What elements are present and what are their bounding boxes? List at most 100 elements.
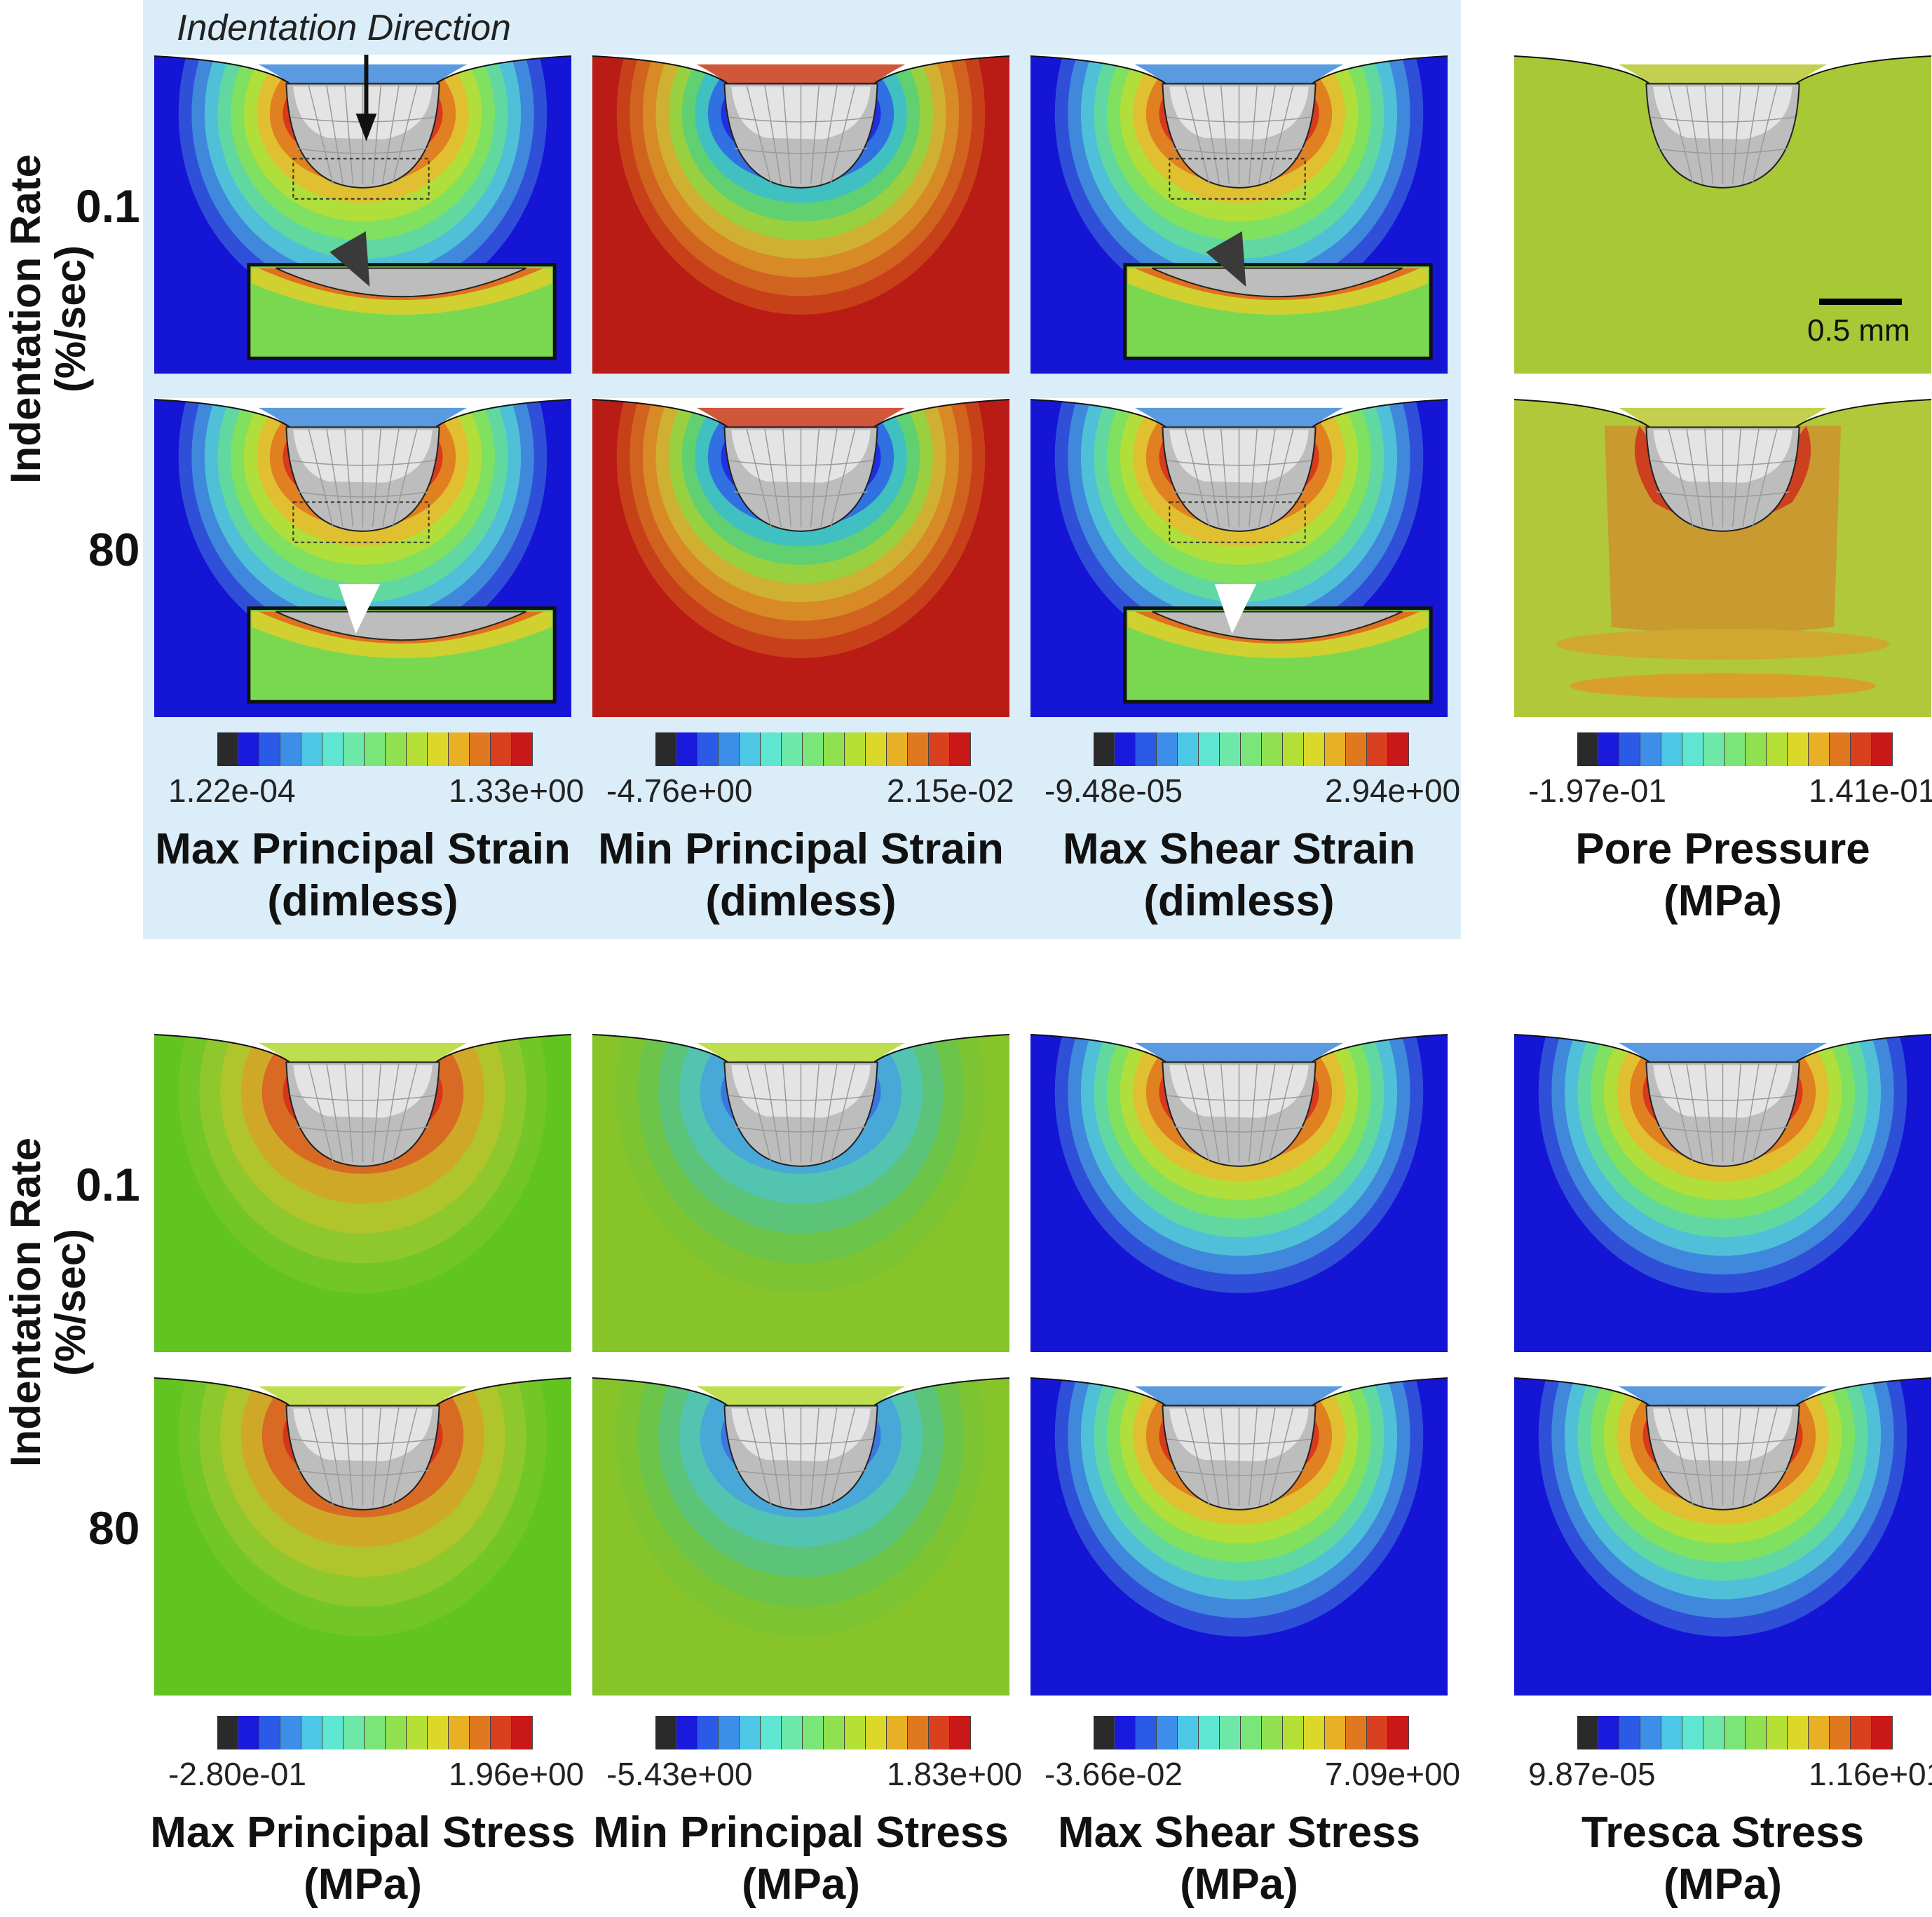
tresca-stress-panel-0.1: [1514, 1033, 1931, 1352]
max-shear-strain-panel-0.1: [1030, 55, 1448, 374]
min-principal-stress-colorbar-swatch-5: [761, 1716, 782, 1749]
pore-pressure-colorbar-swatch-8: [1746, 732, 1767, 766]
tresca-stress-colorbar-swatch-12: [1830, 1716, 1851, 1749]
pore-pressure-colorbar-swatch-5: [1682, 732, 1703, 766]
max-principal-stress-colorbar-swatch-3: [280, 1716, 301, 1749]
pore-pressure-colorbar: [1577, 732, 1893, 766]
axis-label-line1: Indentation Rate: [2, 154, 49, 484]
min-principal-strain-colorbar-swatch-9: [845, 732, 866, 766]
min-principal-strain-panel-80: [592, 398, 1009, 717]
max-principal-stress-colorbar-swatch-10: [428, 1716, 449, 1749]
max-principal-stress-colorbar-swatch-4: [301, 1716, 322, 1749]
max-principal-strain-title: Max Principal Strain: [155, 825, 571, 873]
max-shear-strain-colorbar-swatch-2: [1136, 732, 1157, 766]
min-principal-strain-legend-min: -4.76e+00: [606, 772, 753, 809]
max-principal-strain-colorbar-swatch-12: [470, 732, 491, 766]
max-shear-strain-colorbar-swatch-6: [1220, 732, 1241, 766]
min-principal-stress-colorbar-swatch-11: [887, 1716, 908, 1749]
max-shear-stress-colorbar: [1094, 1716, 1409, 1749]
max-shear-strain-colorbar-swatch-8: [1262, 732, 1283, 766]
tresca-stress-panel-80: [1514, 1377, 1931, 1696]
max-principal-stress-title: Max Principal Stress: [150, 1808, 576, 1857]
tresca-stress-colorbar-swatch-13: [1851, 1716, 1872, 1749]
tresca-stress-colorbar-swatch-10: [1788, 1716, 1809, 1749]
max-shear-stress-colorbar-swatch-10: [1304, 1716, 1325, 1749]
max-principal-stress-colorbar-swatch-0: [217, 1716, 238, 1749]
min-principal-strain-colorbar-swatch-3: [719, 732, 740, 766]
tresca-stress-colorbar-swatch-4: [1661, 1716, 1682, 1749]
max-principal-stress-colorbar-swatch-7: [365, 1716, 386, 1749]
tresca-stress-colorbar: [1577, 1716, 1893, 1749]
max-shear-strain-title: Max Shear Strain: [1062, 825, 1416, 873]
max-shear-stress-colorbar-swatch-1: [1115, 1716, 1136, 1749]
min-principal-strain-colorbar-swatch-8: [824, 732, 845, 766]
tresca-stress-colorbar-swatch-11: [1809, 1716, 1830, 1749]
max-principal-stress-units: (MPa): [304, 1860, 422, 1909]
max-principal-stress-colorbar-swatch-12: [470, 1716, 491, 1749]
tresca-stress-title: Tresca Stress: [1581, 1808, 1865, 1857]
tresca-stress-colorbar-swatch-8: [1746, 1716, 1767, 1749]
min-principal-strain-units: (dimless): [705, 877, 897, 925]
tresca-stress-colorbar-swatch-14: [1872, 1716, 1893, 1749]
min-principal-stress-colorbar-swatch-0: [655, 1716, 676, 1749]
max-shear-strain-colorbar-swatch-4: [1178, 732, 1199, 766]
max-principal-strain-colorbar-swatch-5: [322, 732, 343, 766]
min-principal-strain-colorbar-swatch-7: [803, 732, 824, 766]
tresca-stress-colorbar-swatch-1: [1598, 1716, 1619, 1749]
max-principal-strain-legend-min: 1.22e-04: [168, 772, 296, 809]
min-principal-stress-panel-0.1: [592, 1033, 1009, 1352]
max-principal-strain-colorbar-swatch-8: [386, 732, 407, 766]
max-principal-stress-colorbar-swatch-1: [238, 1716, 259, 1749]
min-principal-strain-colorbar-swatch-13: [929, 732, 950, 766]
pore-pressure-units: (MPa): [1664, 877, 1782, 925]
max-shear-stress-colorbar-swatch-2: [1136, 1716, 1157, 1749]
max-shear-strain-colorbar-swatch-0: [1094, 732, 1115, 766]
min-principal-stress-colorbar-swatch-8: [824, 1716, 845, 1749]
min-principal-stress-colorbar-swatch-12: [908, 1716, 929, 1749]
max-principal-strain-colorbar-swatch-2: [259, 732, 280, 766]
max-principal-strain-colorbar-swatch-3: [280, 732, 301, 766]
max-principal-stress-panel-0.1: [154, 1033, 571, 1352]
min-principal-stress-panel-80: [592, 1377, 1009, 1696]
max-shear-stress-panel-0.1: [1030, 1033, 1448, 1352]
min-principal-stress-colorbar-swatch-14: [950, 1716, 971, 1749]
max-principal-strain-units: (dimless): [267, 877, 458, 925]
row-label-80-stress: 80: [88, 1502, 140, 1554]
min-principal-stress-colorbar-swatch-4: [740, 1716, 761, 1749]
min-principal-strain-colorbar-swatch-1: [676, 732, 698, 766]
axis-label-line2: (%/sec): [47, 1228, 94, 1377]
max-principal-stress-colorbar: [217, 1716, 533, 1749]
max-principal-stress-colorbar-swatch-2: [259, 1716, 280, 1749]
tresca-stress-legend-max: 1.16e+01: [1809, 1756, 1932, 1792]
min-principal-stress-colorbar-swatch-9: [845, 1716, 866, 1749]
max-principal-strain-colorbar-swatch-6: [343, 732, 365, 766]
max-principal-stress-colorbar-swatch-14: [512, 1716, 533, 1749]
pore-pressure-panel-80: [1514, 398, 1931, 717]
min-principal-strain-colorbar-swatch-12: [908, 732, 929, 766]
max-shear-strain-legend-min: -9.48e-05: [1045, 772, 1183, 809]
scale-bar-label: 0.5 mm: [1807, 313, 1910, 348]
max-principal-stress-colorbar-swatch-13: [491, 1716, 512, 1749]
max-shear-stress-colorbar-swatch-7: [1241, 1716, 1262, 1749]
pore-pressure-colorbar-swatch-9: [1767, 732, 1788, 766]
min-principal-strain-colorbar-swatch-14: [950, 732, 971, 766]
max-shear-stress-colorbar-swatch-13: [1367, 1716, 1388, 1749]
max-shear-strain-colorbar-swatch-5: [1199, 732, 1220, 766]
max-shear-stress-colorbar-swatch-5: [1199, 1716, 1220, 1749]
max-shear-stress-legend-max: 7.09e+00: [1325, 1756, 1461, 1792]
max-principal-strain-colorbar-swatch-0: [217, 732, 238, 766]
max-shear-stress-colorbar-swatch-4: [1178, 1716, 1199, 1749]
min-principal-strain-colorbar-swatch-6: [782, 732, 803, 766]
max-shear-stress-legend-min: -3.66e-02: [1045, 1756, 1183, 1792]
max-shear-stress-colorbar-swatch-9: [1283, 1716, 1304, 1749]
max-principal-strain-colorbar-swatch-1: [238, 732, 259, 766]
max-shear-stress-units: (MPa): [1180, 1860, 1298, 1909]
pore-pressure-legend-min: -1.97e-01: [1528, 772, 1666, 809]
pore-pressure-colorbar-swatch-14: [1872, 732, 1893, 766]
min-principal-stress-units: (MPa): [742, 1860, 860, 1909]
min-principal-strain-colorbar-swatch-0: [655, 732, 676, 766]
min-principal-strain-colorbar-swatch-5: [761, 732, 782, 766]
axis-label-line2: (%/sec): [47, 245, 94, 393]
axis-label-indentation-rate-top: Indentation Rate (%/sec): [2, 137, 95, 501]
pore-pressure-title: Pore Pressure: [1575, 825, 1870, 873]
